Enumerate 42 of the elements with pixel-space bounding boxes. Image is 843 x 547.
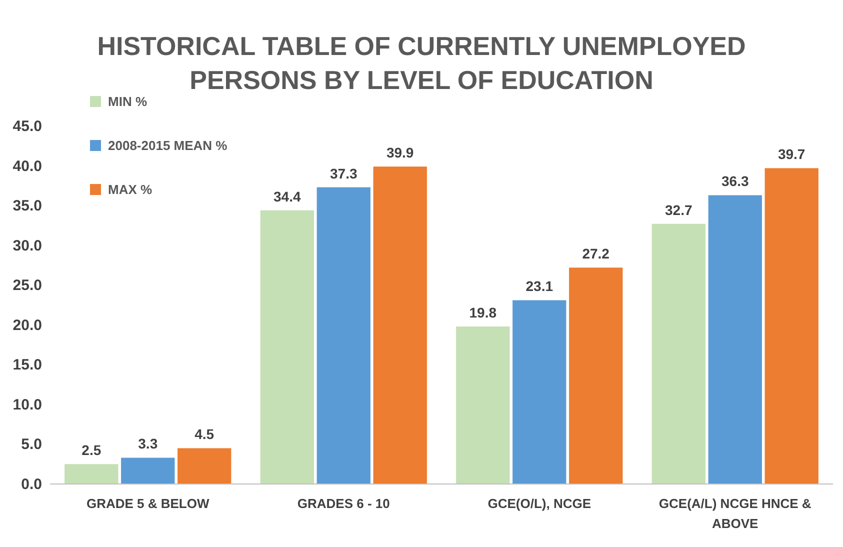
- y-tick-label: 10.0: [12, 396, 42, 414]
- y-tick-label: 5.0: [21, 436, 42, 454]
- chart-title: HISTORICAL TABLE OF CURRENTLY UNEMPLOYED PERSONS BY LEVEL OF EDUCATION: [97, 31, 746, 95]
- x-tick-label: GCE(O/L), NCGE: [488, 496, 592, 511]
- data-label: 32.7: [665, 202, 692, 218]
- y-tick-label: 30.0: [12, 237, 42, 254]
- y-tick-label: 35.0: [12, 198, 42, 215]
- data-label: 3.3: [138, 436, 158, 452]
- bar: [708, 195, 762, 484]
- data-label: 19.8: [469, 304, 497, 320]
- data-label: 37.3: [330, 165, 358, 182]
- bar: [121, 458, 175, 484]
- x-tick-label: GRADE 5 & BELOW: [86, 496, 210, 511]
- data-label: 34.4: [274, 188, 301, 204]
- bar: [652, 224, 706, 484]
- y-tick-label: 0.0: [21, 476, 42, 493]
- y-tick-label: 40.0: [12, 158, 42, 175]
- bar: [512, 300, 566, 484]
- bar: [456, 326, 510, 484]
- bar: [178, 448, 232, 484]
- legend-label: MAX %: [108, 182, 152, 197]
- bar: [64, 464, 118, 484]
- x-tick-label: GRADES 6 - 10: [297, 496, 390, 511]
- bar: [569, 268, 623, 484]
- bar: [316, 187, 370, 484]
- y-tick-label: 25.0: [12, 277, 42, 294]
- data-label: 2.5: [82, 442, 102, 458]
- bar: [764, 168, 818, 484]
- y-tick-label: 20.0: [12, 316, 42, 334]
- data-label: 27.2: [582, 246, 610, 262]
- data-label: 23.1: [526, 278, 554, 294]
- legend-label: MIN %: [108, 94, 148, 109]
- data-label: 39.7: [778, 146, 806, 162]
- y-tick-label: 15.0: [12, 356, 42, 374]
- y-tick-label: 45.0: [12, 118, 42, 135]
- x-tick-label: GCE(A/L) NCGE HNCE & ABOVE: [658, 496, 812, 531]
- data-label: 39.9: [386, 144, 414, 161]
- bar: [373, 166, 427, 484]
- bar: [260, 210, 314, 484]
- data-label: 4.5: [194, 426, 214, 442]
- data-label: 36.3: [722, 173, 749, 190]
- legend-label: 2008-2015 MEAN %: [108, 138, 228, 153]
